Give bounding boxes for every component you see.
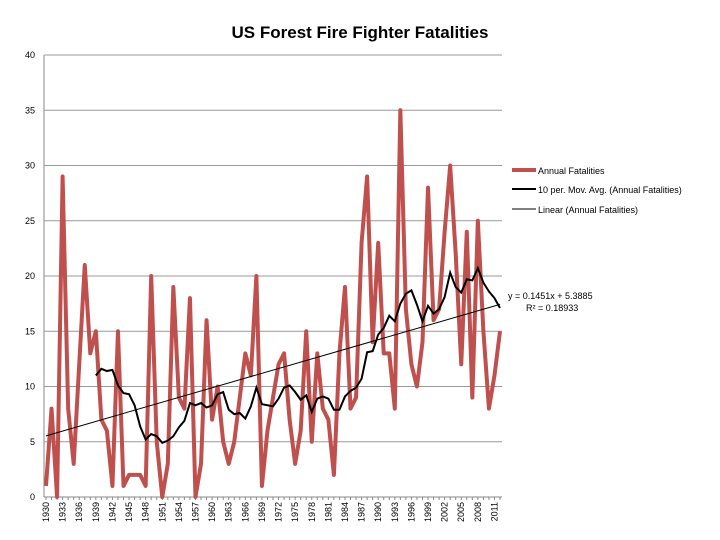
y-tick-label: 20 — [25, 271, 35, 281]
y-tick-label: 5 — [30, 437, 35, 447]
x-tick-label: 1933 — [58, 502, 68, 522]
x-tick-label: 1942 — [107, 502, 117, 522]
series-annual-fatalities — [44, 108, 502, 499]
x-tick-label: 2008 — [473, 502, 483, 522]
x-tick-label: 1999 — [423, 502, 433, 522]
x-tick-label: 1987 — [357, 502, 367, 522]
chart-title: US Forest Fire Fighter Fatalities — [232, 23, 489, 42]
x-tick-label: 1951 — [157, 502, 167, 522]
trendline-r-squared: R² = 0.18933 — [526, 303, 578, 313]
x-tick-label: 1975 — [290, 502, 300, 522]
x-tick-label: 1996 — [406, 502, 416, 522]
x-tick-label: 2002 — [440, 502, 450, 522]
x-tick-label: 2005 — [456, 502, 466, 522]
y-tick-label: 10 — [25, 382, 35, 392]
x-tick-label: 1957 — [190, 502, 200, 522]
x-tick-label: 1939 — [91, 502, 101, 522]
y-tick-label: 15 — [25, 326, 35, 336]
x-tick-label: 1990 — [373, 502, 383, 522]
series-moving-average — [95, 265, 501, 445]
x-tick-label: 2011 — [489, 502, 499, 521]
legend-label-movavg: 10 per. Mov. Avg. (Annual Fatalities) — [538, 185, 682, 195]
trendline-equation: y = 0.1451x + 5.3885 — [508, 291, 593, 301]
x-tick-label: 1981 — [323, 502, 333, 522]
legend-label-linear: Linear (Annual Fatalities) — [538, 205, 638, 215]
y-tick-label: 40 — [25, 50, 35, 60]
x-tick-label: 1993 — [390, 502, 400, 522]
x-tick-label: 1948 — [141, 502, 151, 522]
x-tick-label: 1945 — [124, 502, 134, 522]
x-tick-label: 1978 — [307, 502, 317, 522]
series-linear-trend — [45, 303, 501, 437]
x-tick-label: 1930 — [41, 502, 51, 522]
x-tick-label: 1936 — [74, 502, 84, 522]
x-tick-label: 1969 — [257, 502, 267, 522]
y-tick-label: 0 — [30, 492, 35, 502]
x-tick-label: 1984 — [340, 502, 350, 522]
y-tick-label: 30 — [25, 161, 35, 171]
x-tick-label: 1960 — [207, 502, 217, 522]
x-tick-label: 1966 — [240, 502, 250, 522]
x-tick-label: 1963 — [224, 502, 234, 522]
x-tick-label: 1972 — [274, 502, 284, 522]
x-tick-label: 1954 — [174, 502, 184, 522]
y-tick-label: 25 — [25, 216, 35, 226]
legend-label-annual: Annual Fatalities — [538, 166, 605, 176]
y-tick-label: 35 — [25, 105, 35, 115]
